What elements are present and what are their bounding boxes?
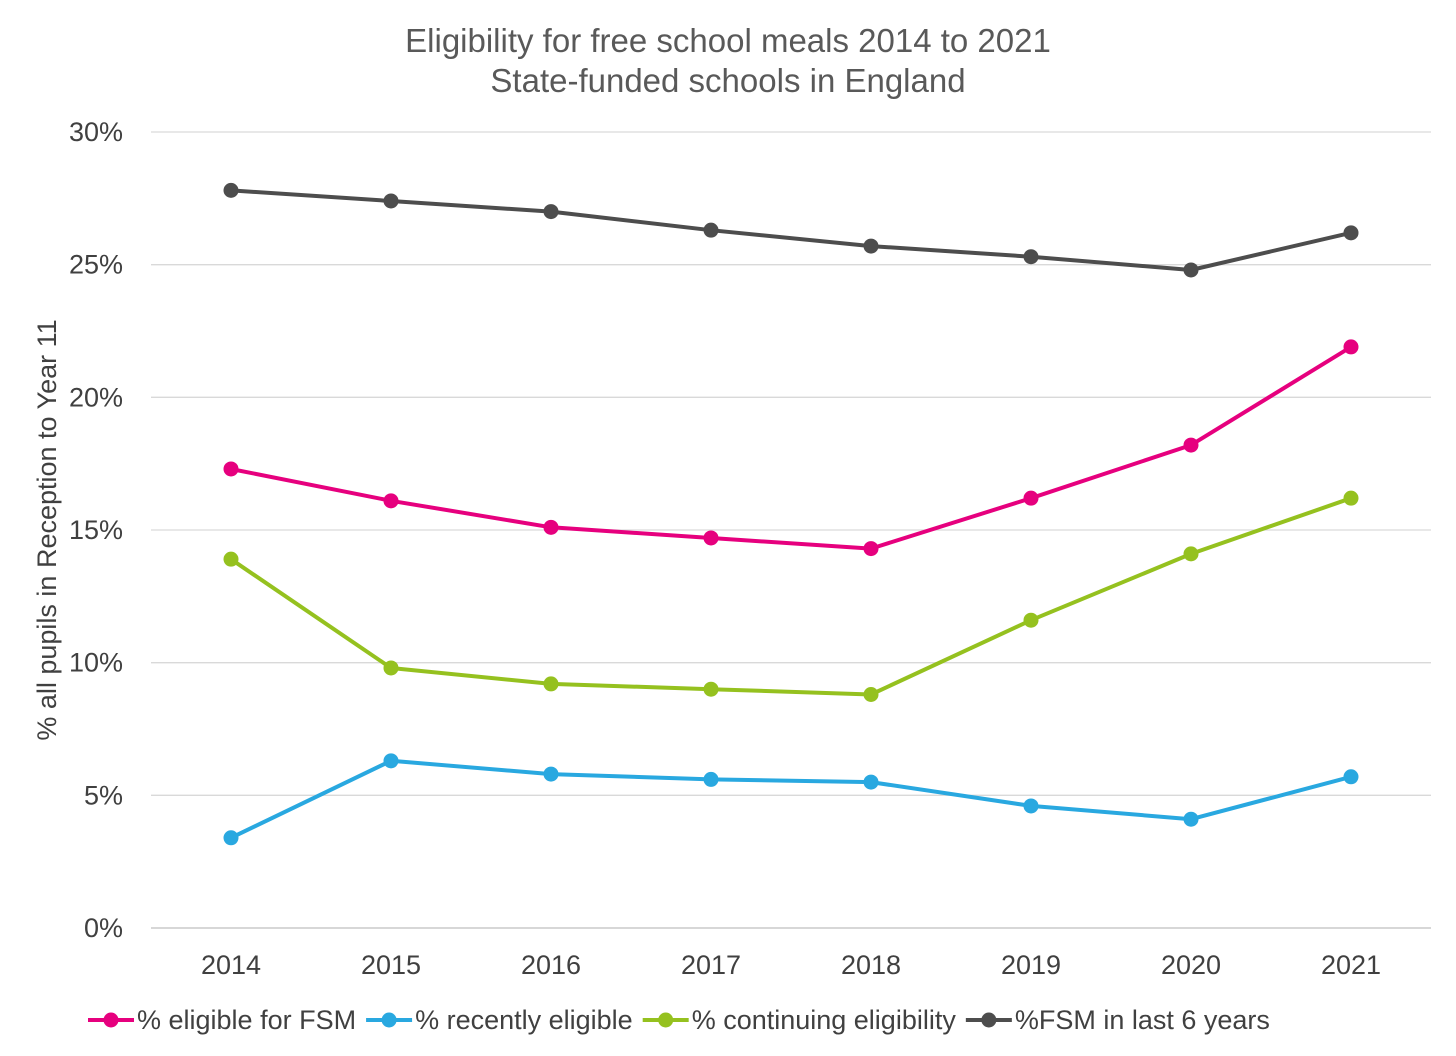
y-axis-title: % all pupils in Reception to Year 11 xyxy=(32,319,62,740)
series-fsm-in-last-6-years xyxy=(223,182,1359,278)
y-tick-label: 5% xyxy=(84,780,123,810)
y-tick-label: 25% xyxy=(69,250,123,280)
legend-label: %FSM in last 6 years xyxy=(1015,1005,1270,1035)
data-point xyxy=(1023,490,1039,506)
data-point xyxy=(1023,612,1039,628)
legend-marker xyxy=(658,1012,674,1028)
chart-subtitle: State-funded schools in England xyxy=(490,62,965,99)
y-axis-ticks: 0% 5% 10% 15% 20% 25% 30% xyxy=(69,117,123,943)
data-point xyxy=(1183,811,1199,827)
data-point xyxy=(223,551,239,567)
series-continuing-eligibility xyxy=(223,490,1359,703)
gridlines xyxy=(151,131,1431,929)
data-point xyxy=(703,530,719,546)
x-tick-label: 2017 xyxy=(681,950,741,980)
y-tick-label: 15% xyxy=(69,515,123,545)
data-point xyxy=(863,774,879,790)
y-tick-label: 20% xyxy=(69,382,123,412)
data-point xyxy=(383,660,399,676)
legend-item: % continuing eligibility xyxy=(642,1005,957,1035)
data-point xyxy=(383,493,399,509)
x-tick-label: 2018 xyxy=(841,950,901,980)
legend-marker xyxy=(981,1012,997,1028)
legend-item: % recently eligible xyxy=(366,1005,633,1035)
data-point xyxy=(543,519,559,535)
series-line xyxy=(229,496,1353,697)
data-point xyxy=(1343,339,1359,355)
y-tick-label: 10% xyxy=(69,648,123,678)
data-point xyxy=(703,771,719,787)
y-tick-label: 0% xyxy=(84,913,123,943)
legend-label: % recently eligible xyxy=(415,1005,633,1035)
x-tick-label: 2015 xyxy=(361,950,421,980)
data-point xyxy=(543,766,559,782)
data-point xyxy=(863,238,879,254)
data-point xyxy=(863,687,879,703)
data-point xyxy=(1343,490,1359,506)
data-point xyxy=(383,193,399,209)
chart-title: Eligibility for free school meals 2014 t… xyxy=(405,22,1051,59)
legend-marker xyxy=(103,1012,119,1028)
series-eligible-for-fsm xyxy=(223,339,1359,557)
legend-item: % eligible for FSM xyxy=(88,1005,356,1035)
data-point xyxy=(863,541,879,557)
series-lines xyxy=(223,182,1359,846)
series-line xyxy=(229,188,1353,272)
series-line xyxy=(229,758,1353,840)
data-point xyxy=(1183,437,1199,453)
x-tick-label: 2021 xyxy=(1321,950,1381,980)
y-tick-label: 30% xyxy=(69,117,123,147)
data-point xyxy=(543,204,559,220)
x-tick-label: 2020 xyxy=(1161,950,1221,980)
data-point xyxy=(223,830,239,846)
data-point xyxy=(1343,769,1359,785)
series-recently-eligible xyxy=(223,753,1359,846)
data-point xyxy=(223,461,239,477)
data-point xyxy=(1183,546,1199,562)
series-line xyxy=(229,344,1353,551)
legend-item: %FSM in last 6 years xyxy=(965,1005,1270,1035)
legend: % eligible for FSM % recently eligible % c… xyxy=(88,1005,1270,1035)
x-tick-label: 2019 xyxy=(1001,950,1061,980)
data-point xyxy=(543,676,559,692)
data-point xyxy=(383,753,399,769)
data-point xyxy=(703,222,719,238)
x-tick-label: 2016 xyxy=(521,950,581,980)
legend-marker xyxy=(381,1012,397,1028)
data-point xyxy=(223,182,239,198)
x-axis-ticks: 2014 2015 2016 2017 2018 2019 2020 2021 xyxy=(201,950,1381,980)
legend-label: % eligible for FSM xyxy=(137,1005,356,1035)
data-point xyxy=(1023,249,1039,265)
data-point xyxy=(1023,798,1039,814)
data-point xyxy=(1183,262,1199,278)
x-tick-label: 2014 xyxy=(201,950,261,980)
data-point xyxy=(703,681,719,697)
legend-label: % continuing eligibility xyxy=(692,1005,957,1035)
data-point xyxy=(1343,225,1359,241)
